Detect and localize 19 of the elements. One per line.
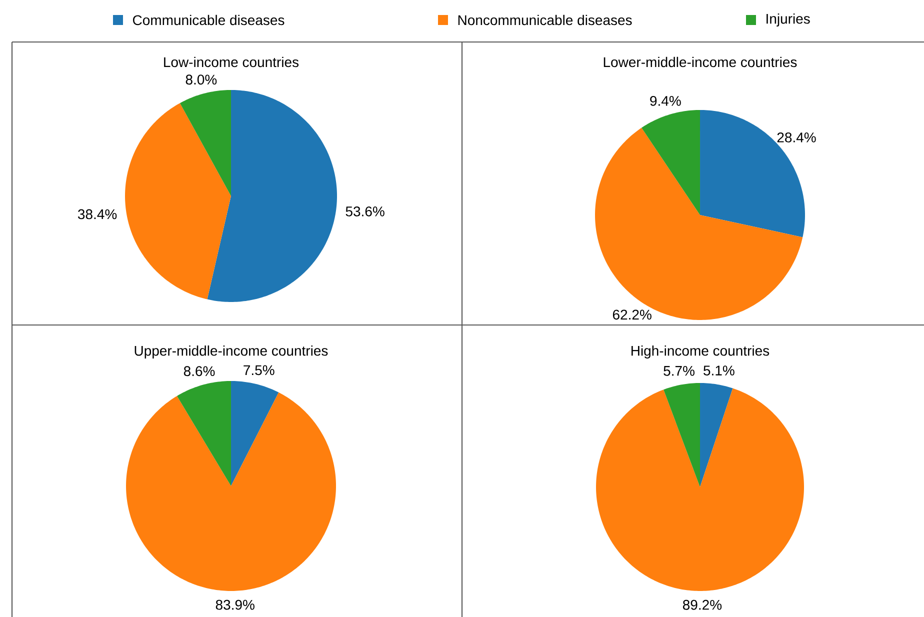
- legend-label: Communicable diseases: [132, 14, 284, 26]
- data-label: 8.0%: [186, 74, 217, 85]
- data-label: 62.2%: [612, 310, 652, 320]
- data-label: 5.1%: [704, 366, 734, 376]
- data-label: 53.6%: [346, 206, 384, 216]
- chart-title: Upper-middle-income countries: [134, 345, 328, 359]
- text: Low-income countries: [164, 56, 299, 68]
- data-label: 89.2%: [682, 600, 722, 610]
- data-label: 7.5%: [244, 365, 274, 376]
- data-label: 9.4%: [650, 96, 681, 106]
- data-label: 38.4%: [78, 209, 117, 220]
- data-label: 83.9%: [216, 600, 254, 610]
- legend-label: Injuries: [766, 13, 810, 27]
- data-label: 28.4%: [777, 132, 816, 142]
- chart-title: Lower-middle-income countries: [604, 56, 797, 68]
- chart-title: High-income countries: [632, 345, 770, 359]
- data-label: 8.6%: [184, 366, 215, 376]
- data-label: 5.7%: [664, 366, 694, 376]
- legend-label: Noncommunicable diseases: [458, 14, 632, 26]
